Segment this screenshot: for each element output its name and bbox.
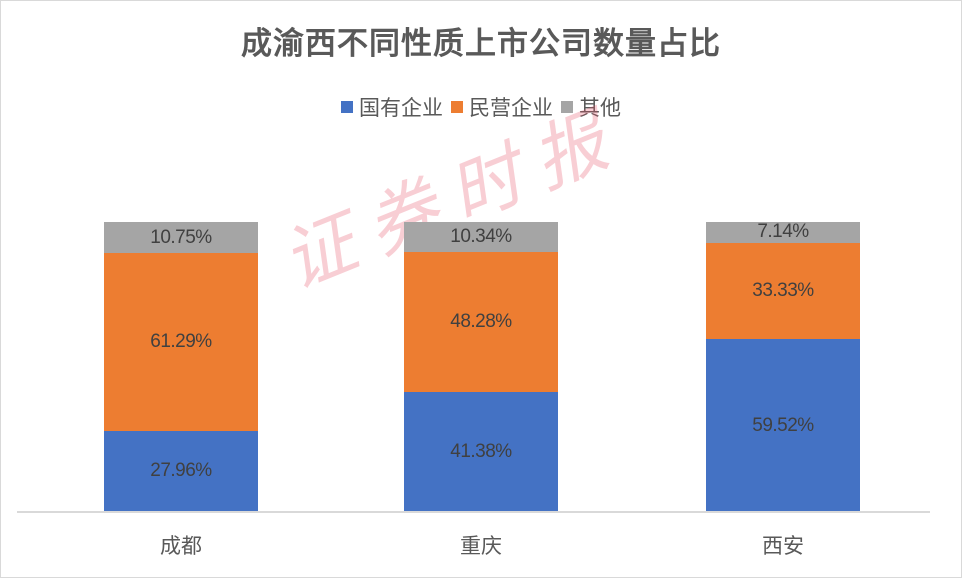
data-label: 10.75% xyxy=(150,226,212,248)
legend-item-private: 民营企业 xyxy=(451,92,553,122)
legend-item-other: 其他 xyxy=(561,92,621,122)
data-label: 7.14% xyxy=(757,221,809,243)
chart-title: 成渝西不同性质上市公司数量占比 xyxy=(241,26,721,62)
data-label: 59.52% xyxy=(752,414,814,436)
data-label: 48.28% xyxy=(450,310,512,332)
legend-label: 民营企业 xyxy=(469,96,553,120)
legend-label: 国有企业 xyxy=(359,96,443,120)
bar-segment: 10.75% xyxy=(104,222,258,254)
legend-label: 其他 xyxy=(579,96,621,120)
bar-segment: 41.38% xyxy=(404,391,558,512)
stacked-bar: 10.75% 61.29% 27.96% xyxy=(104,222,258,512)
bar-segment: 33.33% xyxy=(706,242,860,340)
data-label: 61.29% xyxy=(150,331,212,353)
bar-segment: 48.28% xyxy=(404,251,558,392)
stacked-bar: 10.34% 48.28% 41.38% xyxy=(404,222,558,512)
legend-item-state-owned: 国有企业 xyxy=(341,92,443,122)
legend-swatch-other xyxy=(561,101,573,113)
legend: 国有企业 民营企业 其他 xyxy=(0,92,962,122)
bar-segment: 27.96% xyxy=(104,430,258,512)
x-axis-line xyxy=(17,511,930,513)
data-label: 41.38% xyxy=(450,440,512,462)
data-label: 27.96% xyxy=(150,460,212,482)
bar-segment: 61.29% xyxy=(104,253,258,431)
data-label: 33.33% xyxy=(752,280,814,302)
bar-segment: 59.52% xyxy=(706,339,860,512)
category-label-chengdu: 成都 xyxy=(160,534,202,558)
category-label-xian: 西安 xyxy=(762,534,804,558)
legend-swatch-private xyxy=(451,101,463,113)
data-label: 10.34% xyxy=(450,225,512,247)
bar-segment: 7.14% xyxy=(706,221,860,243)
category-label-chongqing: 重庆 xyxy=(460,534,502,558)
legend-swatch-state-owned xyxy=(341,101,353,113)
stacked-bar: 7.14% 33.33% 59.52% xyxy=(706,221,860,512)
bar-segment: 10.34% xyxy=(404,222,558,252)
